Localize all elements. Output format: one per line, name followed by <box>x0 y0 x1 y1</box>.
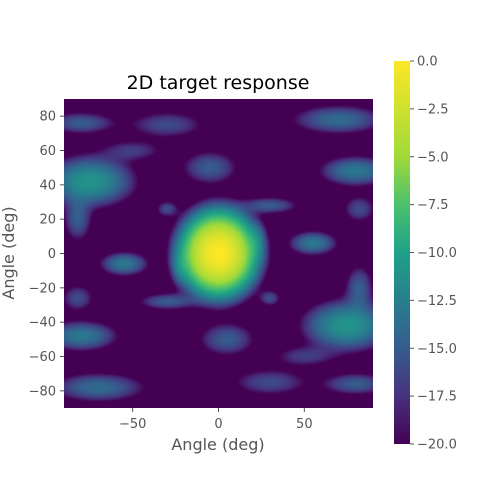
y-tick-label: 40 <box>39 178 56 193</box>
colorbar-axis: 0.0 −2.5 −5.0 −7.5 −10.0 −12.5 −15.0 −17.5 −20.0 <box>410 55 457 453</box>
colorbar-tick-label: −12.5 <box>417 294 457 309</box>
x-axis: −50 0 50 <box>119 408 313 432</box>
colorbar-tick-label: −7.5 <box>417 198 449 213</box>
y-tick-label: −20 <box>29 281 56 296</box>
colorbar-tick-label: −5.0 <box>417 150 449 165</box>
chart-title: 2D target response <box>127 72 310 94</box>
colorbar-tick-label: −10.0 <box>417 246 457 261</box>
y-tick-label: 80 <box>39 110 56 125</box>
colorbar-tick-label: −15.0 <box>417 342 457 357</box>
colorbar-tick-label: −17.5 <box>417 390 457 405</box>
y-tick-label: −60 <box>29 350 56 365</box>
colorbar-tick-label: 0.0 <box>417 55 438 70</box>
heatmap-canvas <box>64 99 373 408</box>
heatmap-image-holder <box>64 99 373 408</box>
y-tick-label: −80 <box>29 384 56 399</box>
y-axis: 80 60 40 20 0 −20 −40 −60 −80 <box>29 110 64 399</box>
x-tick-label: −50 <box>119 417 146 432</box>
y-tick-label: −40 <box>29 316 56 331</box>
y-tick-label: 60 <box>39 144 56 159</box>
colorbar-tick-label: −20.0 <box>417 438 457 453</box>
x-tick-label: 0 <box>214 417 222 432</box>
y-tick-label: 20 <box>39 213 56 228</box>
colorbar <box>394 61 410 444</box>
colorbar-tick-label: −2.5 <box>417 102 449 117</box>
y-tick-label: 0 <box>48 247 56 262</box>
y-axis-label: Angle (deg) <box>0 206 18 299</box>
x-axis-label: Angle (deg) <box>171 435 264 454</box>
x-tick-label: 50 <box>296 417 313 432</box>
